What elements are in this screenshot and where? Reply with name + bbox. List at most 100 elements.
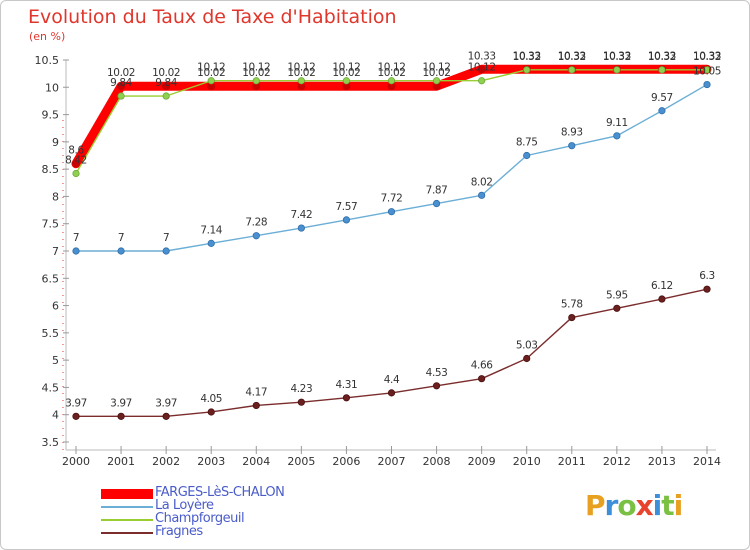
x-tick-label: 2002: [152, 455, 180, 468]
data-label-3: 3.97: [110, 397, 132, 409]
data-point-1: [252, 232, 260, 240]
y-tick-label: 5.5: [42, 327, 60, 340]
data-label-1: 8.75: [516, 137, 538, 149]
x-tick-label: 2009: [468, 455, 496, 468]
data-label-0: 10.33: [468, 50, 496, 62]
x-tick-label: 2001: [107, 455, 135, 468]
data-label-3: 5.78: [561, 299, 583, 311]
data-point-3: [658, 295, 666, 303]
x-tick-label: 2003: [197, 455, 225, 468]
data-point-2: [387, 77, 396, 85]
data-label-0: 10.33: [693, 50, 721, 62]
legend-item-champforgeuil: Champforgeuil: [101, 511, 361, 526]
data-label-0: 10.02: [107, 67, 135, 79]
data-point-0: [72, 159, 80, 168]
x-tick-label: 2005: [287, 455, 315, 468]
data-label-2: 10.32: [648, 51, 676, 63]
data-point-0: [117, 82, 126, 91]
y-tick-label: 10: [45, 81, 59, 94]
legend-swatch-champforgeuil: [101, 518, 153, 521]
data-label-0: 8.6: [68, 145, 84, 157]
data-label-2: 10.12: [197, 62, 225, 74]
data-label-1: 8.02: [471, 176, 493, 188]
data-label-2: 8.42: [65, 155, 87, 167]
data-point-1: [613, 132, 621, 140]
data-label-2: 9.84: [155, 77, 177, 89]
data-label-3: 4.53: [426, 367, 448, 379]
data-label-2: 10.32: [558, 51, 586, 63]
data-label-2: 10.12: [287, 62, 315, 74]
x-tick-label: 2000: [62, 455, 90, 468]
data-label-2: 10.12: [468, 62, 496, 74]
logo-letter: o: [617, 489, 636, 522]
data-label-0: 10.33: [648, 50, 676, 62]
data-label-3: 4.05: [200, 393, 222, 405]
data-point-2: [613, 66, 621, 74]
data-point-0: [342, 82, 351, 91]
data-point-3: [207, 408, 215, 416]
x-tick-label: 2014: [693, 455, 721, 468]
data-label-1: 9.57: [651, 92, 673, 104]
data-point-3: [432, 382, 441, 390]
data-label-3: 3.97: [155, 397, 177, 409]
data-label-3: 4.31: [336, 379, 358, 391]
legend-swatch-fragnes: [101, 531, 153, 534]
chart-unit-label: (en %): [29, 30, 66, 43]
data-point-3: [72, 412, 80, 420]
data-label-1: 7: [163, 232, 169, 244]
data-label-3: 4.4: [384, 374, 400, 386]
data-point-3: [568, 313, 576, 322]
data-point-1: [387, 208, 396, 216]
y-tick-label: 6.5: [42, 272, 60, 285]
data-label-2: 10.12: [332, 62, 360, 74]
data-label-2: 9.84: [110, 77, 132, 89]
data-label-1: 7.28: [245, 217, 267, 229]
data-label-1: 7.14: [200, 224, 222, 236]
data-label-0: 10.02: [152, 67, 180, 79]
data-point-0: [387, 82, 396, 91]
data-label-0: 10.02: [377, 67, 405, 79]
y-tick-label: 4.5: [42, 381, 60, 394]
series-line-1: [75, 83, 708, 252]
data-point-0: [162, 82, 171, 91]
y-tick-label: 7: [52, 245, 59, 258]
legend-swatch-farges: [101, 488, 153, 499]
data-point-2: [342, 77, 351, 85]
data-point-2: [432, 77, 441, 85]
legend-item-la-loyere: La Loyère: [101, 498, 361, 513]
data-point-3: [117, 412, 125, 420]
x-tick-label: 2004: [242, 455, 270, 468]
data-label-1: 10.05: [693, 66, 721, 78]
y-tick-label: 5: [52, 354, 59, 367]
y-tick-label: 8: [52, 190, 59, 203]
data-point-3: [297, 398, 305, 406]
data-point-2: [703, 66, 711, 74]
data-point-1: [297, 224, 305, 232]
data-label-3: 6.3: [699, 270, 715, 282]
chart-title: Evolution du Taux de Taxe d'Habitation: [28, 6, 397, 28]
legend-label-champforgeuil: Champforgeuil: [155, 511, 245, 526]
data-point-2: [568, 66, 576, 74]
x-tick-label: 2006: [332, 455, 360, 468]
data-label-3: 6.12: [651, 280, 673, 292]
data-label-0: 10.33: [513, 50, 541, 62]
data-label-0: 10.02: [287, 67, 315, 79]
data-point-2: [297, 77, 305, 85]
y-tick-label: 7.5: [42, 218, 60, 231]
data-point-2: [478, 77, 486, 85]
legend-label-farges: FARGES-LèS-CHALON: [155, 485, 285, 500]
data-label-0: 10.33: [603, 50, 631, 62]
x-tick-label: 2012: [603, 455, 631, 468]
legend-label-fragnes: Fragnes: [155, 524, 203, 539]
y-tick-label: 8.5: [42, 163, 60, 176]
data-label-0: 10.02: [332, 67, 360, 79]
data-point-1: [342, 216, 351, 224]
data-point-3: [342, 394, 351, 402]
data-point-3: [523, 354, 531, 363]
data-label-3: 3.97: [65, 397, 87, 409]
data-point-0: [252, 82, 261, 91]
data-point-1: [207, 239, 215, 247]
y-tick-label: 10.5: [35, 54, 60, 67]
